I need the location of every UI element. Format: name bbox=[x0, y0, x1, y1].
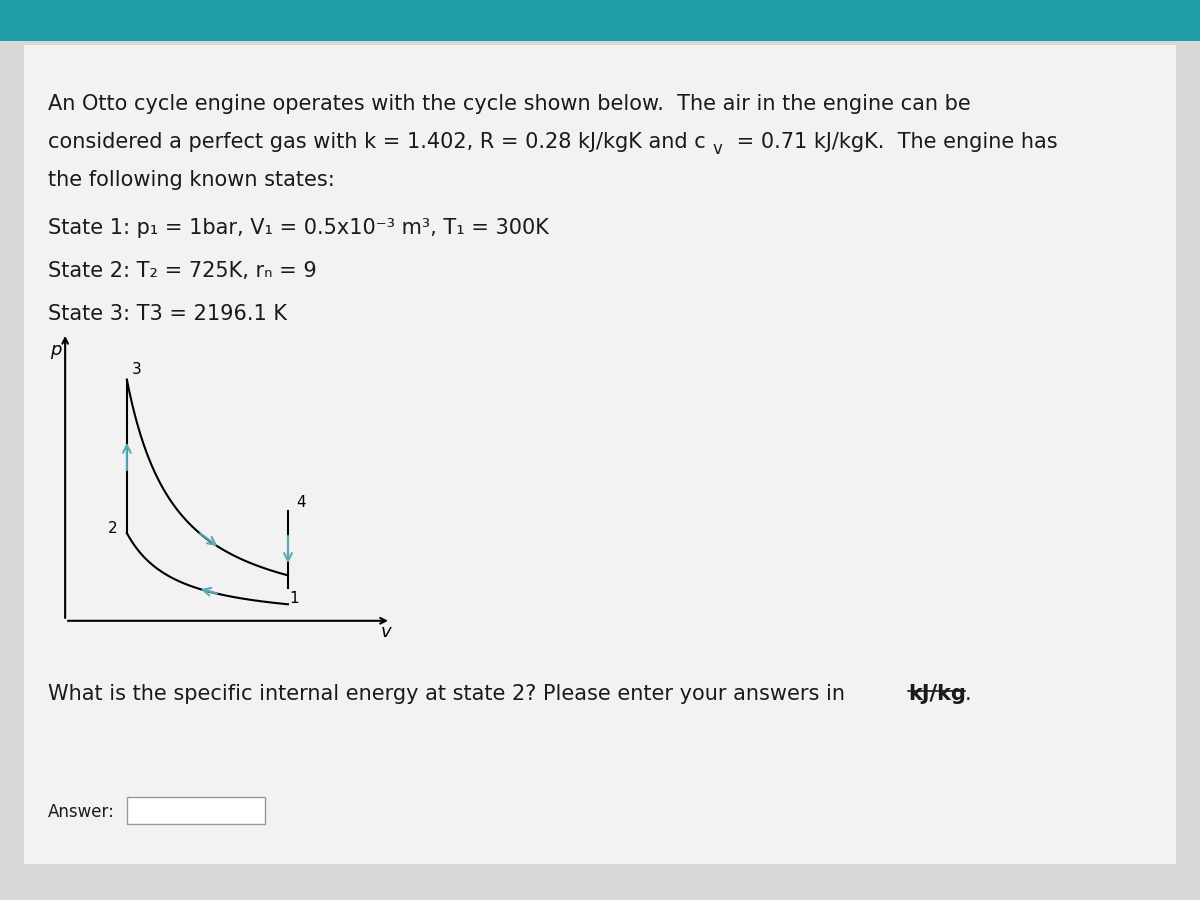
Text: .: . bbox=[965, 684, 972, 704]
Text: the following known states:: the following known states: bbox=[48, 170, 335, 190]
FancyBboxPatch shape bbox=[127, 796, 265, 824]
Text: p: p bbox=[49, 341, 61, 359]
Text: v: v bbox=[713, 140, 722, 158]
Text: considered a perfect gas with k = 1.402, R = 0.28 kJ/kgK and c: considered a perfect gas with k = 1.402,… bbox=[48, 132, 706, 152]
Text: kJ/kg: kJ/kg bbox=[908, 684, 966, 704]
Text: What is the specific internal energy at state 2? Please enter your answers in: What is the specific internal energy at … bbox=[48, 684, 852, 704]
Text: State 1: p₁ = 1bar, V₁ = 0.5x10⁻³ m³, T₁ = 300K: State 1: p₁ = 1bar, V₁ = 0.5x10⁻³ m³, T₁… bbox=[48, 218, 548, 238]
Text: An Otto cycle engine operates with the cycle shown below.  The air in the engine: An Otto cycle engine operates with the c… bbox=[48, 94, 971, 114]
Text: 4: 4 bbox=[296, 495, 306, 510]
FancyBboxPatch shape bbox=[0, 0, 1200, 40]
Text: = 0.71 kJ/kgK.  The engine has: = 0.71 kJ/kgK. The engine has bbox=[730, 132, 1057, 152]
Text: State 3: T3 = 2196.1 K: State 3: T3 = 2196.1 K bbox=[48, 304, 287, 324]
Text: 3: 3 bbox=[132, 362, 142, 377]
Text: State 2: T₂ = 725K, rₙ = 9: State 2: T₂ = 725K, rₙ = 9 bbox=[48, 261, 317, 281]
Text: v: v bbox=[380, 623, 391, 641]
Text: 2: 2 bbox=[108, 521, 118, 536]
Text: 1: 1 bbox=[289, 591, 299, 606]
Text: Answer:: Answer: bbox=[48, 803, 115, 821]
FancyBboxPatch shape bbox=[24, 45, 1176, 864]
